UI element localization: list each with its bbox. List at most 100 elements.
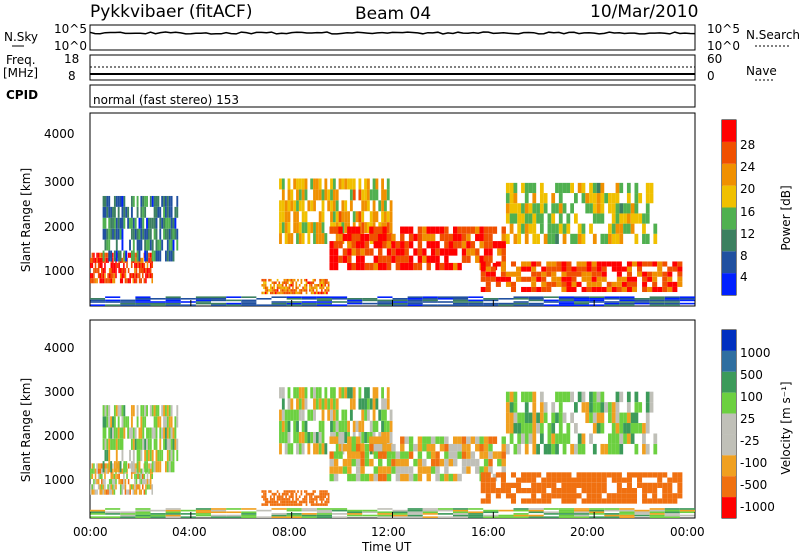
velocity-cell-region-6 bbox=[555, 443, 559, 455]
velocity-cell-region-7 bbox=[679, 509, 695, 512]
power-cell-region-4 bbox=[338, 226, 343, 234]
power-cell-region-5 bbox=[561, 271, 567, 277]
power-cell-region-1 bbox=[132, 228, 135, 240]
power-cell-region-5 bbox=[480, 261, 486, 267]
power-cell-region-2 bbox=[273, 281, 276, 285]
velocity-cell-region-7 bbox=[241, 511, 257, 514]
velocity-cell-region-1 bbox=[136, 438, 139, 450]
velocity-cell-region-5 bbox=[657, 482, 663, 488]
power-cell-region-3 bbox=[321, 189, 325, 201]
velocity-cell-region-5 bbox=[521, 472, 527, 478]
power-cell-region-6 bbox=[524, 182, 529, 194]
velocity-cell-region-2 bbox=[276, 503, 279, 506]
velocity-cell-region-5 bbox=[596, 477, 602, 483]
power-cell-region-4 bbox=[483, 248, 489, 256]
power-cell-region-1 bbox=[134, 228, 137, 240]
velocity-cell-region-6 bbox=[532, 443, 537, 455]
power-cell-region-0 bbox=[96, 278, 98, 284]
velocity-cell-region-7 bbox=[513, 508, 529, 510]
velocity-cell-region-7 bbox=[332, 516, 348, 518]
power-cell-region-0 bbox=[123, 268, 125, 274]
power-cell-region-7 bbox=[316, 304, 332, 306]
power-cell-region-2 bbox=[320, 278, 323, 282]
velocity-cell-region-7 bbox=[332, 509, 348, 512]
power-cell-region-1 bbox=[136, 195, 139, 207]
velocity-cell-region-1 bbox=[108, 449, 111, 462]
power-cell-region-4 bbox=[333, 255, 339, 263]
power-cell-region-3 bbox=[281, 200, 285, 212]
velocity-cell-region-5 bbox=[510, 493, 517, 499]
velocity-cell-region-1 bbox=[161, 427, 164, 439]
velocity-cell-region-0 bbox=[149, 479, 152, 485]
power-cell-region-1 bbox=[117, 228, 120, 240]
velocity-cell-region-4 bbox=[453, 458, 458, 467]
power-cell-region-2 bbox=[271, 286, 274, 290]
velocity-cell-region-4 bbox=[466, 443, 471, 452]
power-cell-region-2 bbox=[286, 278, 289, 282]
power-cell-region-7 bbox=[483, 302, 499, 305]
velocity-cell-region-5 bbox=[672, 472, 678, 478]
velocity-cell-region-3 bbox=[381, 409, 384, 421]
velocity-cell-region-3 bbox=[372, 387, 376, 399]
power-cell-region-5 bbox=[561, 281, 567, 287]
power-cell-region-2 bbox=[303, 278, 306, 282]
power-cell-region-7 bbox=[377, 301, 393, 303]
power-cell-region-0 bbox=[91, 257, 94, 263]
power-cell-region-7 bbox=[165, 301, 181, 303]
velocity-cell-region-0 bbox=[119, 484, 122, 490]
velocity-cell-region-7 bbox=[453, 508, 469, 510]
power-cell-region-5 bbox=[601, 266, 607, 272]
velocity-cell-region-7 bbox=[316, 516, 332, 518]
power-cell-region-4 bbox=[395, 255, 401, 263]
power-cell-region-0 bbox=[90, 257, 92, 263]
velocity-cell-region-0 bbox=[99, 463, 102, 469]
velocity-cell-region-3 bbox=[366, 431, 370, 444]
power-cell-region-3 bbox=[369, 211, 373, 223]
power-cell-region-7 bbox=[558, 299, 574, 302]
power-cell-region-1 bbox=[155, 239, 158, 251]
velocity-cell-region-1 bbox=[166, 405, 169, 417]
velocity-cell-region-6 bbox=[562, 443, 567, 455]
power-cell-region-7 bbox=[619, 297, 635, 300]
power-cell-region-2 bbox=[285, 291, 287, 295]
power-cell-region-4 bbox=[342, 255, 348, 263]
power-cell-region-7 bbox=[528, 302, 544, 305]
velocity-cell-region-1 bbox=[119, 427, 122, 439]
velocity-cell-region-6 bbox=[623, 412, 627, 424]
velocity-cell-region-0 bbox=[112, 489, 114, 495]
power-cell-region-7 bbox=[437, 296, 453, 298]
power-cell-region-3 bbox=[366, 189, 370, 201]
power-cell-region-1 bbox=[108, 250, 111, 262]
velocity-cell-region-4 bbox=[347, 436, 352, 444]
velocity-cell-region-2 bbox=[292, 492, 294, 496]
velocity-cell-region-7 bbox=[649, 513, 665, 515]
power-cell-region-0 bbox=[138, 262, 141, 269]
power-cell-region-1 bbox=[168, 228, 171, 240]
power-cell-region-4 bbox=[483, 226, 489, 234]
power-cell-region-5 bbox=[561, 276, 567, 282]
velocity-cell-region-5 bbox=[652, 498, 658, 504]
power-cell-region-7 bbox=[649, 301, 665, 303]
power-cell-region-5 bbox=[631, 281, 638, 287]
velocity-cell-region-6 bbox=[630, 412, 635, 424]
power-cell-region-5 bbox=[662, 261, 668, 267]
velocity-cell-region-5 bbox=[561, 472, 567, 478]
velocity-cell-region-6 bbox=[566, 391, 571, 403]
velocity-cell-region-1 bbox=[106, 416, 109, 428]
power-cell-region-5 bbox=[642, 271, 648, 277]
power-cell-region-2 bbox=[276, 278, 279, 282]
velocity-cell-region-6 bbox=[596, 423, 601, 434]
velocity-cell-region-0 bbox=[104, 473, 106, 480]
power-cell-region-4 bbox=[347, 241, 352, 249]
power-cell-region-4 bbox=[457, 233, 462, 242]
power-cell-region-7 bbox=[120, 299, 136, 302]
velocity-cell-region-2 bbox=[285, 490, 287, 493]
power-cell-region-2 bbox=[305, 281, 308, 285]
noise-sky-trace bbox=[89, 31, 696, 35]
velocity-cell-region-6 bbox=[619, 423, 624, 434]
power-cell-region-2 bbox=[271, 291, 274, 295]
velocity-cell-region-4 bbox=[488, 436, 493, 444]
power-cell-region-5 bbox=[521, 261, 527, 267]
power-cell-region-6 bbox=[532, 213, 537, 224]
power-cell-region-7 bbox=[437, 301, 453, 303]
